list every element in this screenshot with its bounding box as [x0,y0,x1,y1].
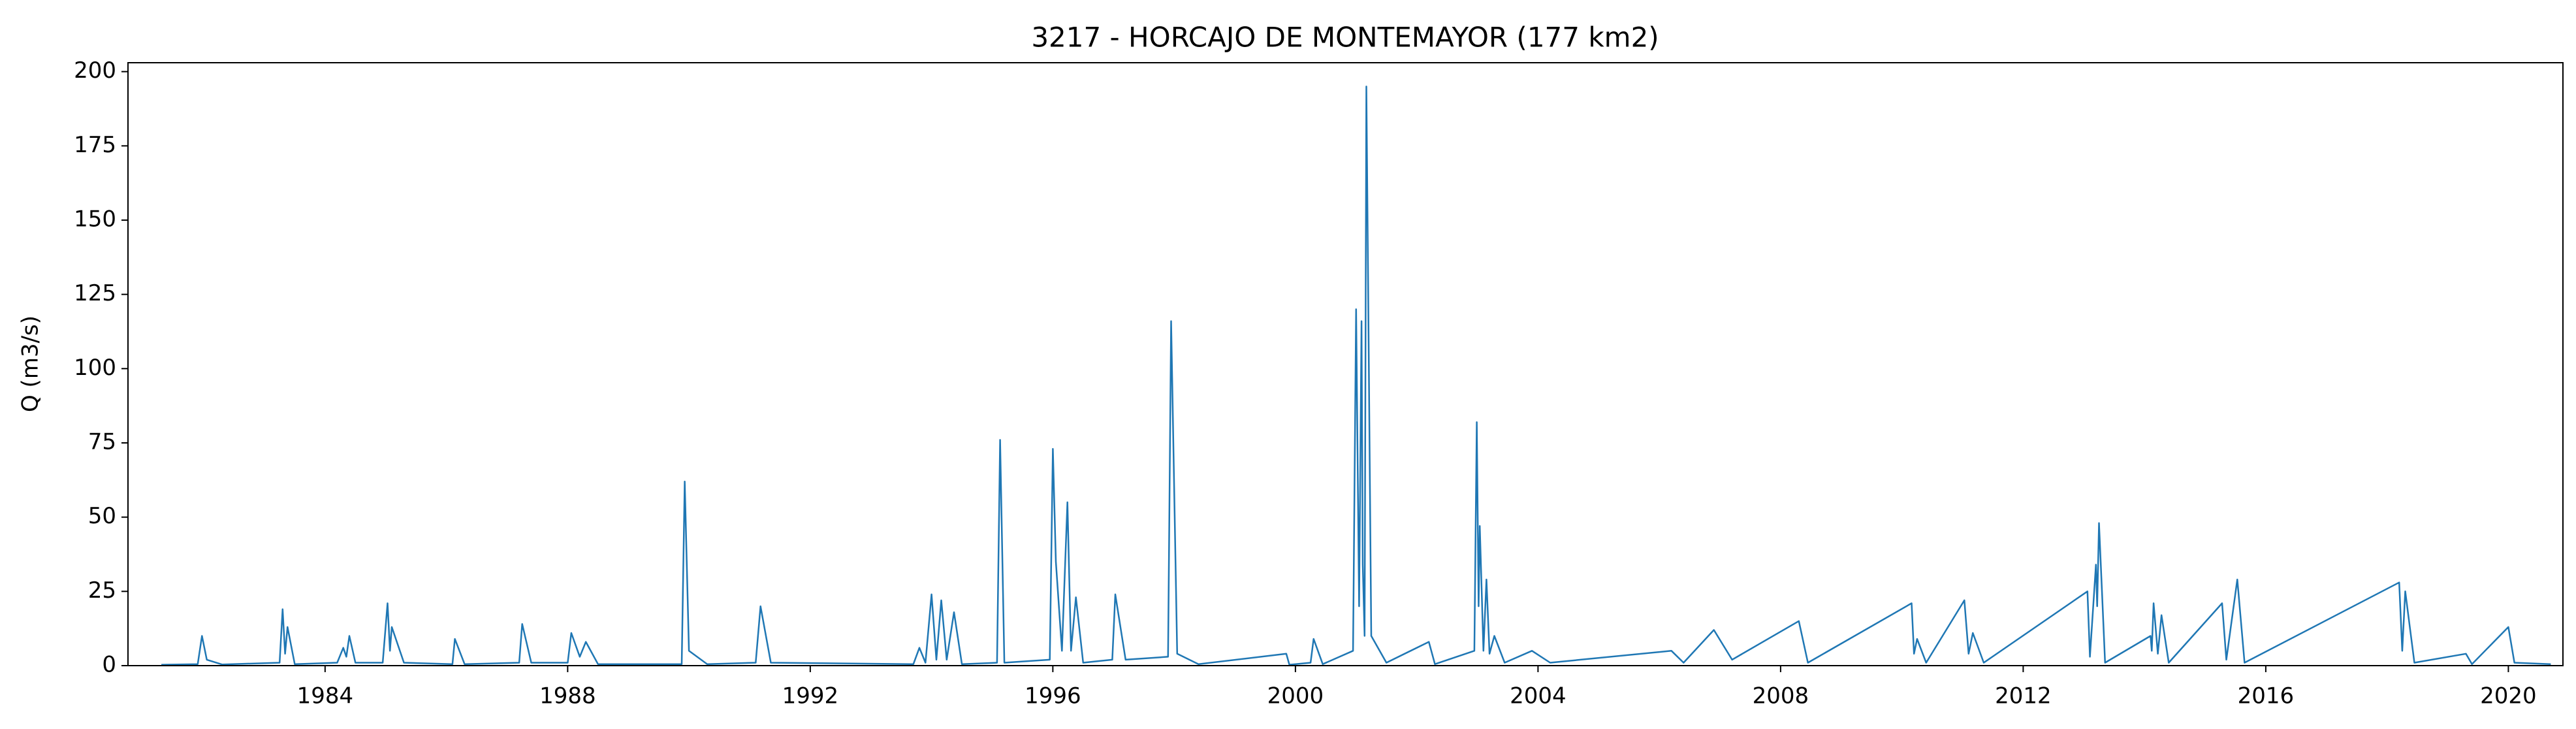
y-tick-label: 0 [102,652,116,678]
x-tick-label: 2000 [1267,683,1324,709]
x-tick-label: 2004 [1510,683,1566,709]
x-tick-label: 2008 [1753,683,1809,709]
x-tick-label: 1988 [539,683,596,709]
plot-frame [127,62,2564,666]
x-tick-label: 2020 [2480,683,2537,709]
x-tick-label: 1984 [297,683,354,709]
y-tick-label: 100 [74,355,116,381]
x-tick-label: 2012 [1995,683,2052,709]
y-tick-label: 75 [88,429,116,455]
y-tick-label: 125 [74,280,116,306]
y-tick-label: 25 [88,577,116,604]
y-tick-label: 150 [74,206,116,232]
y-axis-label: Q (m3/s) [18,316,44,412]
y-tick-label: 50 [88,503,116,529]
y-tick-label: 175 [74,132,116,158]
x-tick-label: 2016 [2238,683,2295,709]
x-tick-label: 1992 [782,683,839,709]
data-line [161,86,2551,666]
chart-title: 3217 - HORCAJO DE MONTEMAYOR (177 km2) [1031,22,1659,54]
x-tick-label: 1996 [1025,683,1081,709]
y-tick-label: 200 [74,57,116,84]
